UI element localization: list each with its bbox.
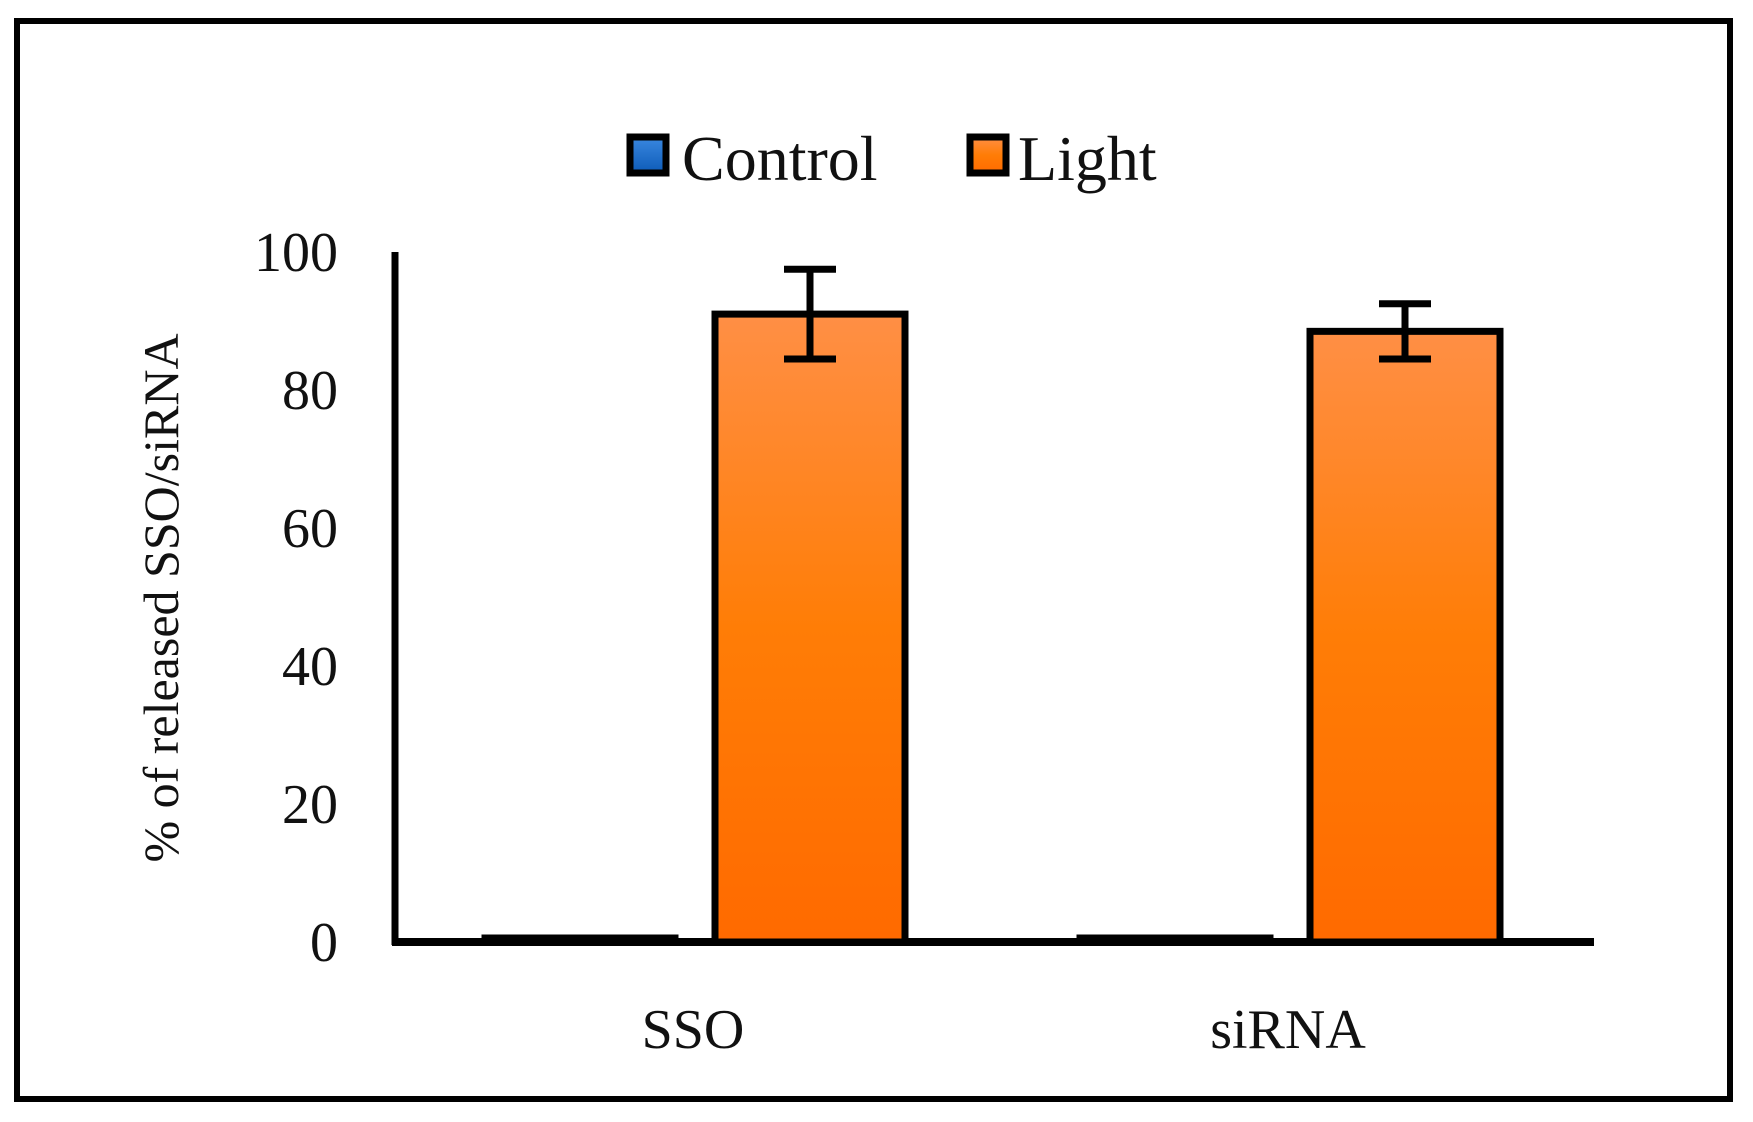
- y-tick-label-60: 60: [282, 498, 338, 560]
- y-tick-label-0: 0: [310, 912, 338, 974]
- legend-label-light: Light: [1018, 123, 1157, 194]
- bar-control-sirna: [1076, 934, 1274, 946]
- x-category-label-sirna: siRNA: [1210, 999, 1366, 1061]
- legend-swatch-light: [966, 133, 1010, 177]
- legend-label-control: Control: [682, 123, 878, 194]
- y-tick-label-40: 40: [282, 636, 338, 698]
- legend-swatch-control: [626, 133, 670, 177]
- x-categories: SSO siRNA: [642, 999, 1367, 1061]
- x-category-label-sso: SSO: [642, 999, 745, 1061]
- bars: [481, 265, 1504, 946]
- error-bar-light-sirna: [1379, 300, 1431, 363]
- y-tick-label-80: 80: [282, 360, 338, 422]
- bar-control-sso: [481, 934, 679, 946]
- y-tick-label-100: 100: [254, 222, 338, 284]
- bar-light-sso: [711, 310, 909, 946]
- y-tick-label-20: 20: [282, 774, 338, 836]
- bar-light-sirna: [1306, 327, 1504, 946]
- legend: Control Light: [626, 123, 1157, 194]
- y-axis-title: % of released SSO/siRNA: [133, 333, 189, 862]
- error-bar-light-sso: [784, 265, 836, 363]
- y-ticks: 0 20 40 60 80 100: [254, 222, 338, 974]
